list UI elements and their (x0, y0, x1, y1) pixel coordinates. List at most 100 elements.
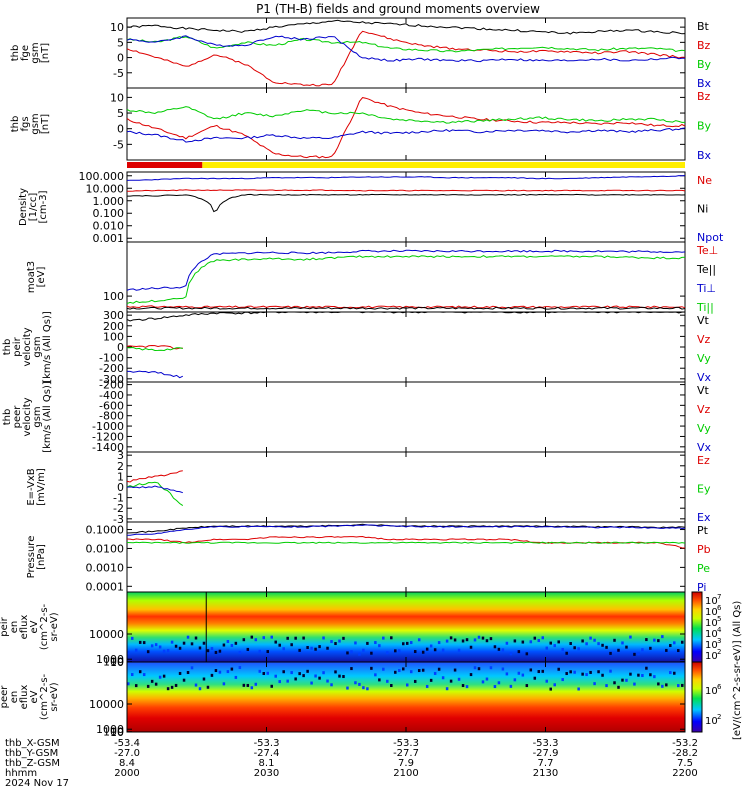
series-line-Pt (126, 523, 686, 534)
spectrogram-noise (641, 674, 644, 678)
spectrogram-noise (549, 641, 552, 645)
spectrogram-noise (409, 670, 413, 674)
panel-frame (126, 311, 686, 383)
spectrogram-noise (473, 666, 477, 670)
y-tick-label: 0.001 (93, 232, 125, 245)
quality-flag-segment (127, 162, 203, 168)
spectrogram-noise (398, 668, 401, 672)
spectrogram-noise (194, 683, 198, 687)
spectrogram-noise (270, 684, 273, 688)
spectrogram-noise (493, 645, 497, 649)
x-axis-value: 2130 (533, 768, 558, 779)
spectrogram-noise (246, 683, 250, 687)
spectrogram-noise (449, 636, 453, 640)
spectrogram-noise (262, 672, 266, 676)
spectrogram-noise (206, 649, 210, 653)
spectrogram-noise (605, 645, 608, 649)
spectrogram-noise (310, 681, 313, 685)
series-line-Bx (126, 35, 685, 63)
series-line-Ey (126, 481, 184, 507)
spectrogram-noise (238, 650, 242, 654)
x-axis-row-label: thb_Z-GSM (5, 758, 60, 769)
legend-Vx: Vx (697, 371, 712, 384)
spectrogram-noise (250, 686, 254, 690)
y-tick-label: -300 (99, 373, 124, 386)
spectrogram-noise (402, 642, 405, 646)
spectrogram-noise (669, 671, 672, 675)
spectrogram-noise (545, 679, 548, 683)
spectrogram-noise (350, 650, 353, 654)
y-tick-label: 10 (110, 21, 124, 34)
x-axis-value: -53.2 (672, 738, 698, 749)
x-axis-value: -27.9 (533, 748, 559, 759)
y-tick-label: -1200 (92, 430, 124, 443)
spectrogram-noise (362, 648, 365, 652)
y-axis-label-line: [km/s (All Qs)] (42, 311, 53, 383)
y-tick-label: 10000 (89, 698, 124, 711)
y-axis-label-line: velocity (22, 327, 33, 366)
spectrogram-noise (318, 676, 321, 680)
spectrogram-noise (142, 673, 146, 677)
y-axis-label-line: [1/cc] (28, 193, 39, 222)
spectrogram-noise (485, 639, 489, 643)
spectrogram-noise (366, 687, 369, 691)
legend-Ez: Ez (697, 454, 710, 467)
y-axis-label-line: [nT] (40, 43, 51, 63)
spectrogram-noise (509, 684, 513, 688)
spectrogram-noise (649, 673, 652, 677)
spectrogram-noise (413, 650, 417, 654)
spectrogram-noise (354, 641, 357, 645)
legend-By: By (697, 58, 712, 71)
spectrogram-noise (314, 674, 317, 678)
y-tick-label: -600 (99, 399, 124, 412)
spectrogram-noise (497, 647, 501, 651)
spectrogram-noise (266, 650, 269, 654)
spectrogram-noise (441, 648, 445, 652)
x-axis-value: 2100 (393, 768, 418, 779)
y-tick-label: 10.000 (86, 182, 125, 195)
spectrogram-noise (226, 640, 230, 644)
spectrogram-noise (174, 683, 178, 687)
spectrogram-noise (250, 635, 254, 639)
legend-Bx: Bx (697, 149, 712, 162)
y-tick-label: 100 (103, 656, 124, 669)
spectrogram-noise (178, 646, 182, 650)
panel-frame (126, 451, 686, 523)
y-axis-label: E=-VxB [mV/m] (26, 468, 47, 506)
spectrogram-noise (417, 669, 421, 673)
spectrogram-noise (581, 672, 584, 676)
y-tick-label: -200 (99, 379, 124, 392)
y-axis-label: thb fgs gsm [nT] (10, 113, 51, 134)
panel-1: 10 5 0 -5 thb fge gsm [nT] Bt Bz By Bx (10, 17, 712, 90)
series-line-By (126, 106, 685, 124)
series-line-Bz (126, 30, 686, 87)
x-axis-row-label: thb_Y-GSM (5, 748, 58, 759)
spectrogram-noise (334, 642, 337, 646)
spectrogram-noise (146, 684, 150, 688)
y-tick-label: -1400 (92, 441, 124, 454)
spectrogram-noise (306, 669, 309, 673)
spectrogram-noise (186, 635, 190, 639)
legend-Te⊥: Te⊥ (696, 244, 718, 257)
spectrogram-noise (469, 645, 473, 649)
spectrogram-noise (154, 643, 158, 647)
y-axis-label-line: en (9, 691, 20, 704)
spectrogram-noise (625, 678, 628, 682)
x-axis-value: -27.7 (393, 748, 419, 759)
y-tick-label: -1 (113, 492, 124, 505)
spectrogram-noise (382, 636, 385, 640)
spectrogram-noise (521, 640, 525, 644)
spectrogram-noise (178, 671, 182, 675)
spectrogram-noise (202, 677, 206, 681)
spectrogram-noise (613, 681, 616, 685)
spectrogram-noise (665, 683, 668, 687)
y-axis-label: thb fge gsm [nT] (10, 42, 51, 63)
spectrogram-noise (130, 636, 134, 640)
spectrogram-noise (258, 669, 262, 673)
y-tick-label: 5 (117, 36, 124, 49)
spectrogram-noise (681, 640, 684, 644)
spectrogram-noise (681, 683, 684, 687)
panel-frame (126, 521, 686, 593)
colorbar-exponent: 7 (717, 593, 721, 601)
spectrogram-noise (278, 643, 281, 647)
